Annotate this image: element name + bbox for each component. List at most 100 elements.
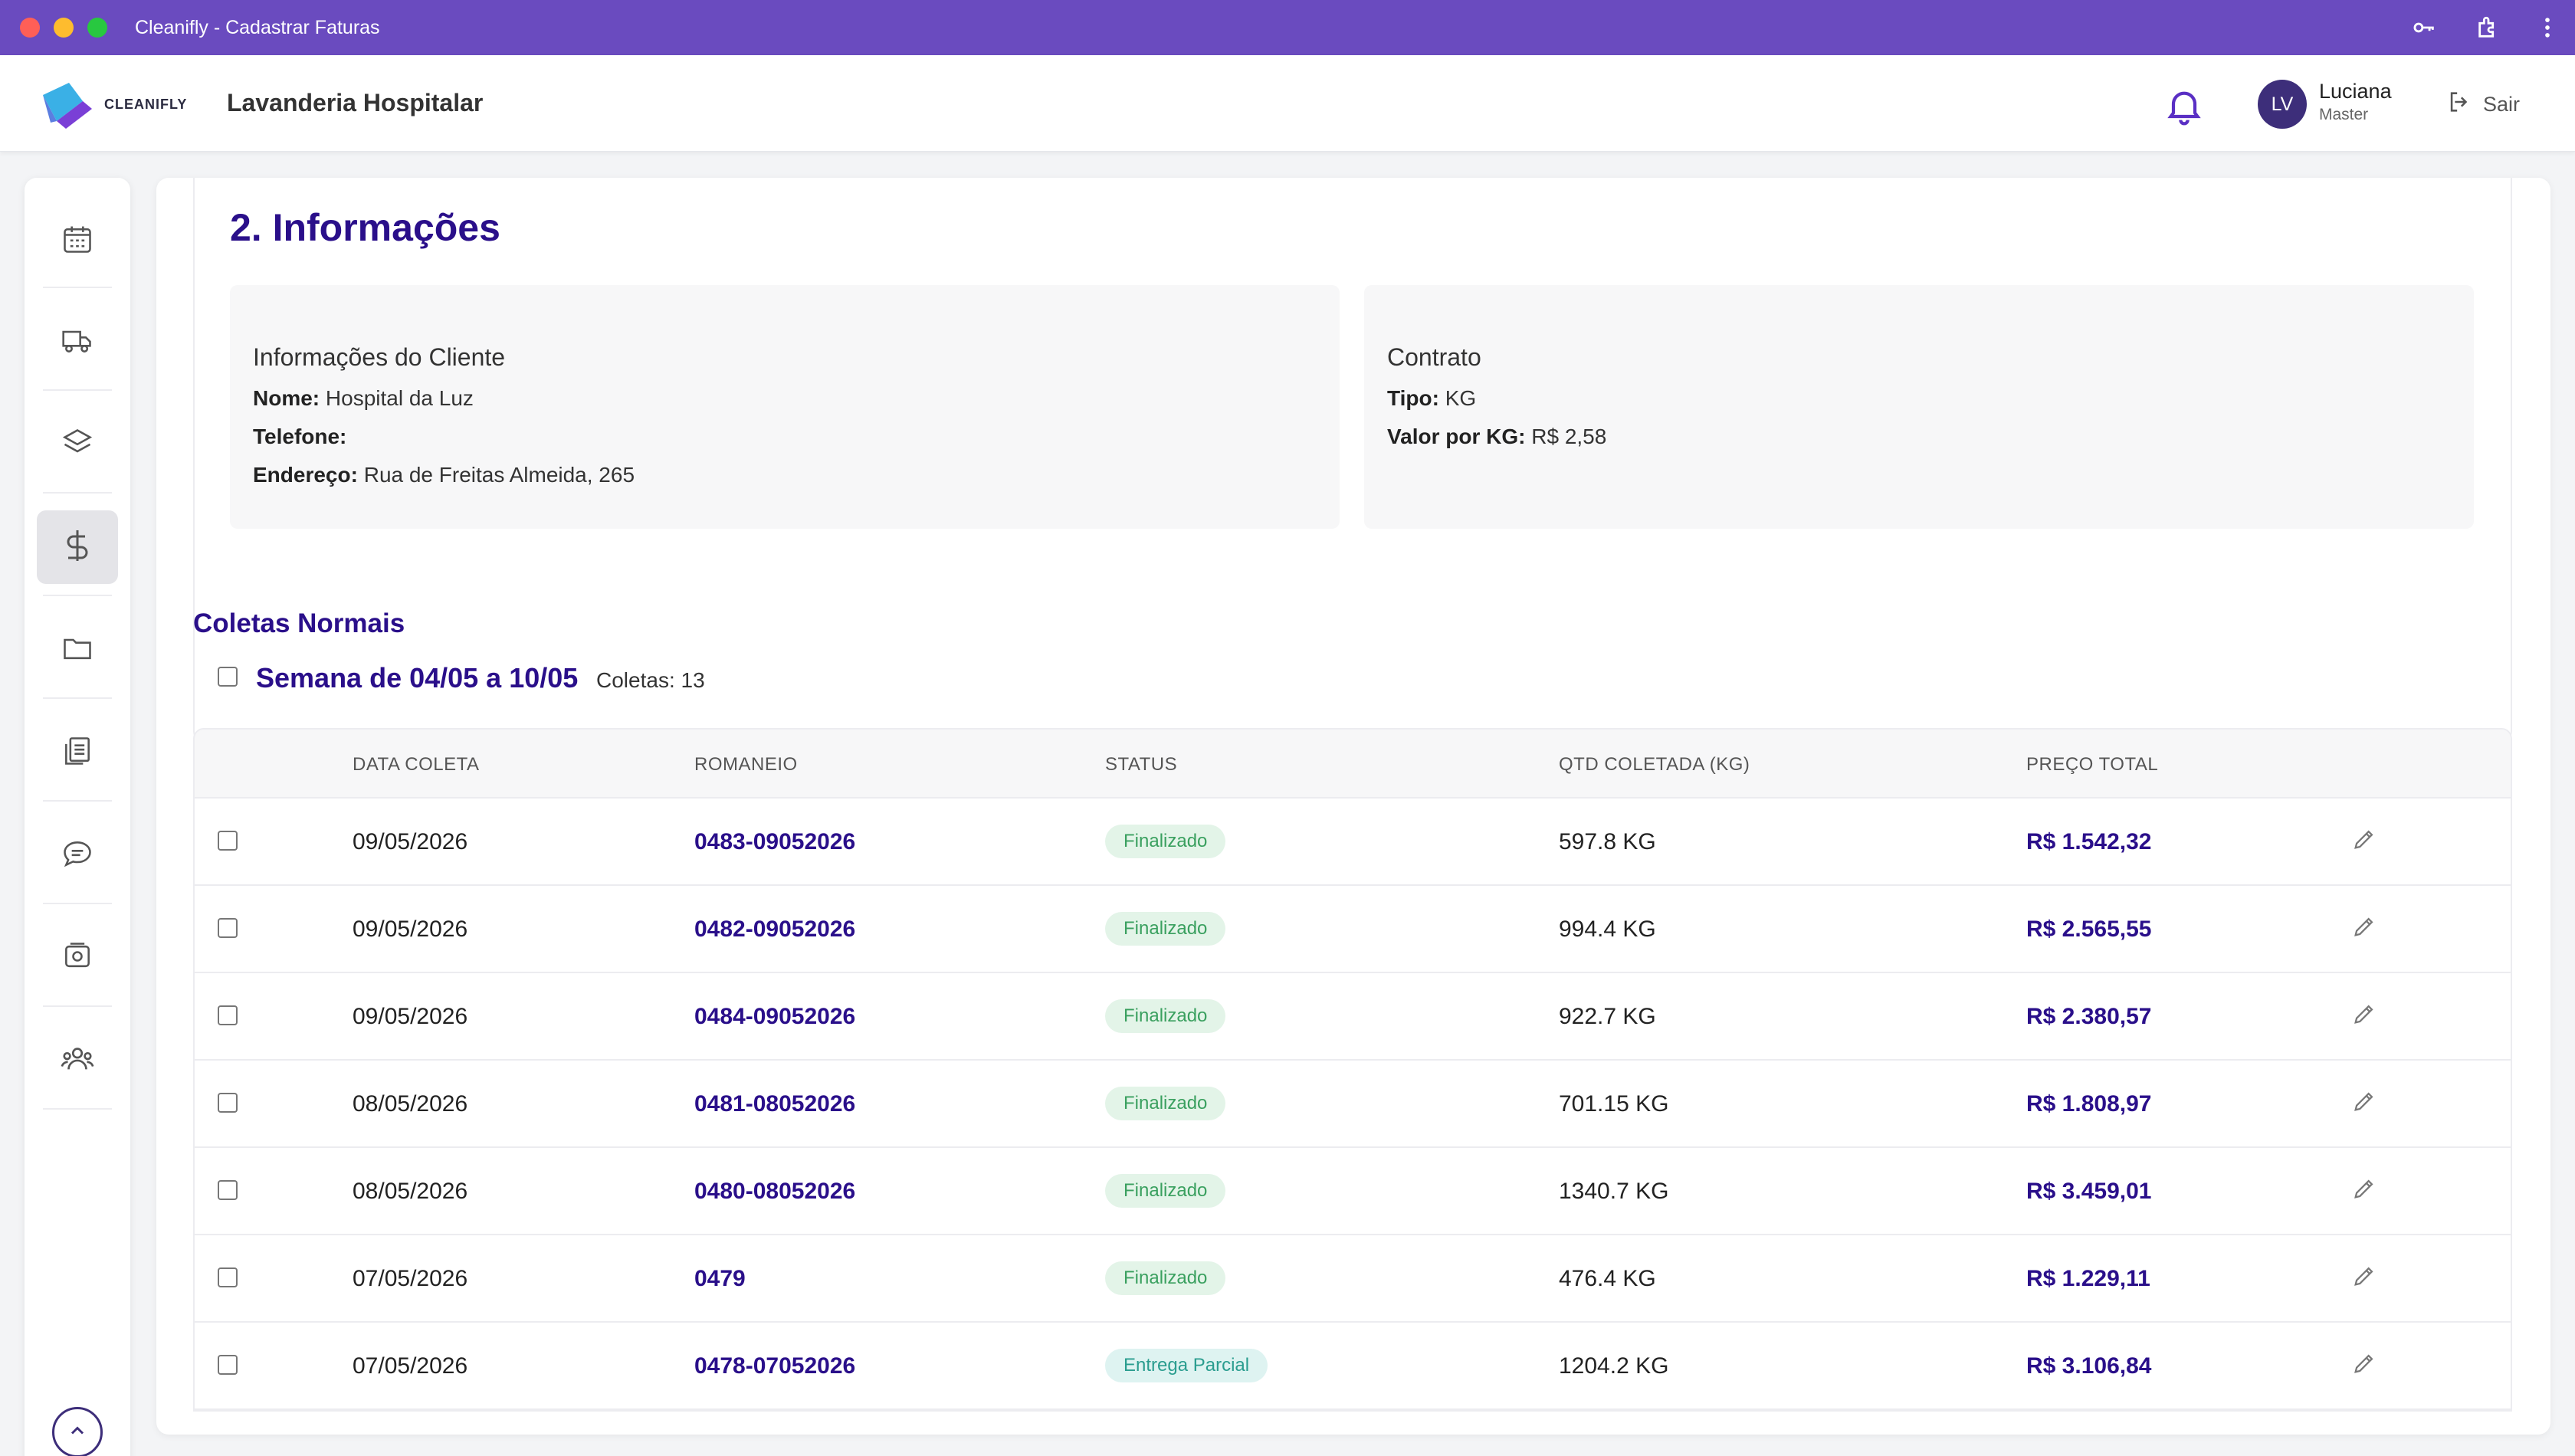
table-header: DATA COLETA ROMANEIO STATUS QTD COLETADA… [195, 730, 2511, 799]
chevron-up-icon [67, 1420, 88, 1445]
sidebar-separator [43, 1108, 112, 1110]
sidebar-item-invoices[interactable] [37, 921, 118, 995]
row-checkbox[interactable] [218, 831, 238, 851]
cell-romaneio-link[interactable]: 0480-08052026 [694, 1179, 856, 1204]
client-address-label: Endereço: [253, 463, 358, 487]
row-checkbox[interactable] [218, 1093, 238, 1113]
sidebar-item-calendar[interactable] [37, 204, 118, 277]
row-checkbox[interactable] [218, 918, 238, 938]
cell-price: R$ 3.106,84 [2026, 1353, 2152, 1379]
client-phone-row: Telefone: [253, 425, 346, 449]
column-header-romaneio[interactable]: ROMANEIO [694, 754, 798, 775]
edit-icon[interactable] [2351, 913, 2377, 943]
cell-date: 07/05/2026 [353, 1353, 468, 1379]
contract-type-row: Tipo: KG [1387, 386, 1476, 411]
invoice-icon [61, 940, 94, 977]
row-checkbox[interactable] [218, 1180, 238, 1200]
layers-icon [61, 426, 94, 464]
key-icon[interactable] [2411, 15, 2437, 41]
scroll-top-button[interactable] [52, 1407, 103, 1456]
row-checkbox[interactable] [218, 1267, 238, 1287]
sidebar-separator [43, 595, 112, 596]
contract-panel: Contrato Tipo: KG Valor por KG: R$ 2,58 [1364, 285, 2474, 529]
client-phone-label: Telefone: [253, 425, 347, 448]
sidebar-item-layers[interactable] [37, 408, 118, 481]
logo[interactable]: CLEANIFLY [38, 75, 187, 133]
close-window-button[interactable] [20, 18, 40, 38]
sidebar-separator [43, 1005, 112, 1007]
table-row[interactable]: 07/05/2026 0479 Finalizado 476.4 KG R$ 1.229… [195, 1235, 2511, 1323]
users-icon [60, 1041, 95, 1081]
user-name: Luciana [2319, 80, 2392, 103]
sidebar-item-billing[interactable] [37, 510, 118, 584]
edit-icon[interactable] [2351, 1088, 2377, 1118]
cell-quantity: 701.15 KG [1559, 1091, 1669, 1117]
logout-icon [2446, 89, 2472, 120]
logout-button[interactable]: Sair [2446, 89, 2520, 120]
cell-romaneio-link[interactable]: 0479 [694, 1266, 746, 1291]
sidebar-separator [43, 697, 112, 699]
status-badge: Finalizado [1105, 1174, 1226, 1208]
main-content: 2. Informações Informações do Cliente No… [156, 178, 2550, 1435]
sidebar-item-messages[interactable] [37, 818, 118, 892]
week-count: Coletas: 13 [596, 668, 705, 692]
status-badge: Finalizado [1105, 999, 1226, 1033]
table-row[interactable]: 07/05/2026 0478-07052026 Entrega Parcial 12… [195, 1323, 2511, 1410]
column-header-date[interactable]: DATA COLETA [353, 754, 480, 775]
sidebar-separator [43, 492, 112, 494]
cell-romaneio-link[interactable]: 0483-09052026 [694, 829, 856, 854]
week-select-checkbox[interactable] [218, 667, 238, 687]
cell-romaneio-link[interactable]: 0481-08052026 [694, 1091, 856, 1117]
cell-price: R$ 3.459,01 [2026, 1179, 2152, 1204]
coletas-table: DATA COLETA ROMANEIO STATUS QTD COLETADA… [193, 728, 2512, 1412]
row-checkbox[interactable] [218, 1005, 238, 1025]
app-name: Lavanderia Hospitalar [227, 89, 484, 116]
bell-icon[interactable] [2163, 84, 2206, 131]
contract-value-value: R$ 2,58 [1531, 425, 1607, 448]
column-header-price[interactable]: PREÇO TOTAL [2026, 754, 2159, 775]
edit-icon[interactable] [2351, 1001, 2377, 1031]
sidebar-item-logistics[interactable] [37, 305, 118, 379]
avatar[interactable]: LV [2258, 80, 2307, 129]
contract-title: Contrato [1387, 343, 1481, 371]
table-row[interactable]: 08/05/2026 0480-08052026 Finalizado 1340.7 … [195, 1148, 2511, 1235]
row-checkbox[interactable] [218, 1355, 238, 1375]
cell-romaneio-link[interactable]: 0484-09052026 [694, 1004, 856, 1029]
cell-quantity: 1340.7 KG [1559, 1179, 1669, 1204]
minimize-window-button[interactable] [54, 18, 74, 38]
client-name-label: Nome: [253, 386, 320, 410]
sidebar-item-documents[interactable] [37, 716, 118, 789]
section-title: 2. Informações [230, 206, 500, 249]
column-header-quantity[interactable]: QTD COLETADA (KG) [1559, 754, 1750, 775]
column-header-status[interactable]: STATUS [1105, 754, 1178, 775]
extension-icon[interactable] [2475, 15, 2501, 41]
edit-icon[interactable] [2351, 826, 2377, 856]
status-badge: Finalizado [1105, 1261, 1226, 1295]
client-address-value: Rua de Freitas Almeida, 265 [363, 463, 635, 487]
table-row[interactable]: 09/05/2026 0484-09052026 Finalizado 922.7 K… [195, 973, 2511, 1061]
cell-romaneio-link[interactable]: 0478-07052026 [694, 1353, 856, 1379]
sidebar-item-users[interactable] [37, 1024, 118, 1097]
edit-icon[interactable] [2351, 1176, 2377, 1205]
chat-icon [61, 837, 94, 874]
edit-icon[interactable] [2351, 1263, 2377, 1293]
table-row[interactable]: 09/05/2026 0483-09052026 Finalizado 597.8 K… [195, 799, 2511, 886]
table-row[interactable]: 08/05/2026 0481-08052026 Finalizado 701.15 … [195, 1061, 2511, 1148]
maximize-window-button[interactable] [87, 18, 107, 38]
sidebar [25, 178, 130, 1456]
cell-date: 09/05/2026 [353, 829, 468, 854]
cell-quantity: 1204.2 KG [1559, 1353, 1669, 1379]
cell-date: 08/05/2026 [353, 1091, 468, 1117]
coletas-title: Coletas Normais [193, 608, 405, 638]
edit-icon[interactable] [2351, 1350, 2377, 1380]
sidebar-item-files[interactable] [37, 613, 118, 687]
documents-icon [61, 734, 94, 772]
week-title: Semana de 04/05 a 10/05 [256, 662, 579, 694]
more-menu-icon[interactable] [2540, 15, 2555, 41]
cell-romaneio-link[interactable]: 0482-09052026 [694, 917, 856, 942]
truck-icon [61, 323, 94, 361]
client-name-value: Hospital da Luz [325, 386, 474, 410]
table-row[interactable]: 09/05/2026 0482-09052026 Finalizado 994.4 K… [195, 886, 2511, 973]
sidebar-separator [43, 389, 112, 391]
cell-date: 09/05/2026 [353, 917, 468, 942]
